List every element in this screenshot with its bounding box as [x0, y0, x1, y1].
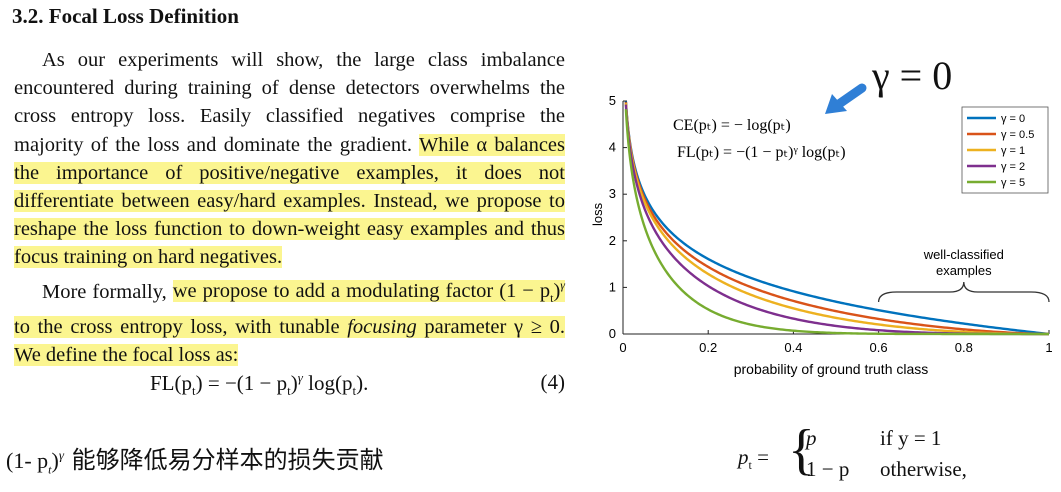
- para2-text-d: parameter γ ≥ 0. We define the focal los…: [14, 315, 565, 366]
- legend-entry: γ = 0.5: [1001, 129, 1034, 141]
- y-tick-label: 0: [609, 326, 616, 341]
- equation-4: FL(pt) = −(1 − pt)γ log(pt). (4): [150, 370, 565, 399]
- legend-entry: γ = 2: [1001, 161, 1025, 173]
- x-axis-label: probability of ground truth class: [734, 361, 929, 377]
- y-tick-label: 5: [609, 93, 616, 108]
- body-text: As our experiments will show, the large …: [14, 46, 566, 370]
- y-tick-label: 2: [609, 233, 616, 248]
- para2-text-a: we propose to add a modulating factor (1…: [172, 280, 551, 303]
- annotation-line-1: well-classified: [923, 247, 1004, 262]
- note-text: 能够降低易分样本的损失贡献: [63, 446, 384, 474]
- brace-icon: {: [788, 419, 815, 481]
- x-tick-label: 0.2: [699, 340, 717, 355]
- case1-condition: if y = 1: [880, 426, 942, 450]
- factor-sub: t: [48, 462, 52, 477]
- paragraph-1: As our experiments will show, the large …: [14, 46, 566, 272]
- eq4-text2: ): [290, 371, 298, 395]
- pt-lhs: pt =: [738, 445, 769, 473]
- arrow-shaft: [834, 83, 867, 109]
- para2-text-b: ): [553, 280, 561, 303]
- modulating-factor: (1- pt)γ: [6, 447, 64, 477]
- series-line: [624, 102, 1049, 336]
- eq4-text4: ).: [356, 371, 369, 395]
- x-tick-label: 0.6: [870, 340, 888, 355]
- x-tick-label: 0.4: [784, 340, 802, 355]
- y-axis-label: loss: [590, 202, 605, 226]
- case1-value: p: [806, 426, 817, 450]
- chinese-note: (1- pt)γ 能够降低易分样本的损失贡献: [6, 440, 384, 477]
- chart-legend: γ = 0 γ = 0.5 γ = 1 γ = 2 γ = 5: [961, 106, 1049, 194]
- chart-curves: [624, 101, 1050, 336]
- callout-arrow-icon: [825, 83, 867, 114]
- factor-sup: γ: [58, 447, 64, 463]
- eq4-lhs: FL(p: [150, 371, 192, 395]
- paragraph-2: More formally, we propose to add a modul…: [14, 272, 565, 370]
- ce-formula: CE(pₜ) = − log(pₜ): [673, 117, 791, 134]
- chart-axes: 0 0.2 0.4 0.6 0.8 1 0 1 2 3 4 5: [609, 93, 1053, 355]
- annotation-line-2: examples: [936, 263, 992, 278]
- case2-condition: otherwise,: [880, 457, 967, 481]
- para2-text-c: to the cross entropy loss, with tunable: [14, 315, 348, 338]
- x-tick-label: 0.8: [955, 340, 973, 355]
- legend-entry: γ = 5: [1001, 177, 1025, 189]
- series-line: [624, 102, 1050, 336]
- para2-focusing: focusing: [347, 315, 417, 338]
- factor-base: (1- p: [6, 448, 49, 473]
- eq4-text: ) = −(1 − p: [195, 371, 288, 395]
- x-tick-label: 0: [619, 340, 626, 355]
- fl-formula: FL(pₜ) = −(1 − pₜ)ᵞ log(pₜ): [677, 144, 846, 161]
- para2-sub-t: t: [550, 291, 554, 306]
- y-tick-label: 4: [609, 140, 616, 155]
- series-line: [624, 109, 1049, 336]
- gamma-zero-callout: γ = 0: [872, 53, 953, 98]
- equation-number: (4): [540, 370, 566, 394]
- y-tick-label: 1: [609, 279, 616, 294]
- arrow-head: [825, 94, 847, 114]
- series-line: [624, 101, 1050, 336]
- legend-entry: γ = 1: [1001, 145, 1025, 157]
- eq4-text3: log(p: [302, 371, 353, 395]
- legend-entry: γ = 0: [1001, 113, 1025, 125]
- para2-sup-gamma: γ: [560, 278, 565, 293]
- case2-value: 1 − p: [806, 457, 850, 481]
- section-heading: 3.2. Focal Loss Definition: [12, 4, 239, 28]
- x-tick-label: 1: [1045, 340, 1052, 355]
- annotation-brace: [877, 281, 1050, 303]
- y-tick-label: 3: [609, 186, 616, 201]
- para2-plain: More formally,: [42, 280, 173, 303]
- para1-plain: As our experiments will show, the large …: [14, 49, 565, 156]
